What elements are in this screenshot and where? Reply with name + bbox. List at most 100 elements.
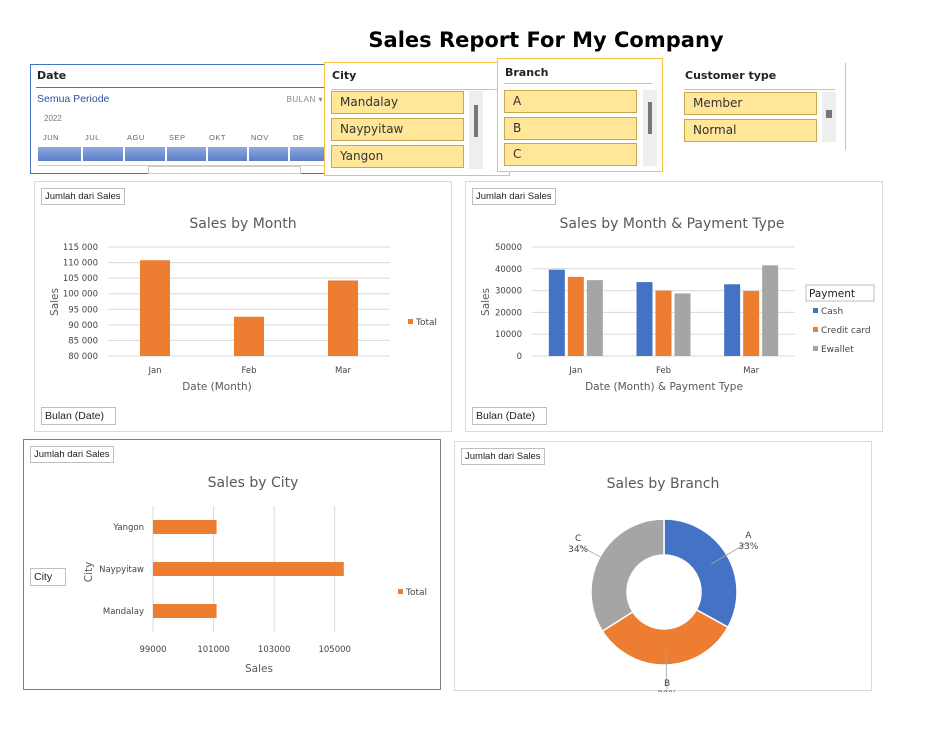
sales-by-month-chart[interactable]: Jumlah dari Sales Bulan (Date) Sales by …: [34, 181, 452, 432]
sales-by-city-plot: Sales by City Sales City Total 99000 1010…: [83, 475, 427, 675]
bar: [586, 280, 603, 356]
axis-field-button[interactable]: Bulan (Date): [41, 407, 116, 425]
leader-line: [665, 646, 668, 690]
x-axis-label: Date (Month): [182, 381, 252, 393]
leader-line: [711, 541, 749, 565]
x-tick-label: 101000: [197, 645, 229, 655]
pie-slice: [663, 518, 738, 629]
time-level-dropdown[interactable]: BULAN ▾: [287, 95, 323, 104]
y-tick-label: 115 000: [63, 243, 98, 253]
y-tick-label: 50000: [495, 243, 522, 253]
axis-field-button[interactable]: City: [30, 568, 66, 586]
date-timeline-slicer[interactable]: Date Semua Periode BULAN ▾ 2022 JUN JUL …: [30, 64, 336, 174]
bar: [762, 265, 779, 356]
timeline-month: JUN: [43, 133, 60, 142]
timeline-month: SEP: [169, 133, 186, 142]
x-tick-label: 103000: [258, 645, 290, 655]
slicer-item-normal[interactable]: Normal: [684, 119, 817, 142]
y-tick-label: Naypyitaw: [99, 565, 144, 575]
legend-swatch: [813, 346, 818, 351]
date-slicer-period: Semua Periode: [37, 93, 110, 105]
timeline-year: 2022: [44, 114, 62, 123]
y-tick-label: 10000: [495, 330, 522, 340]
date-slicer-header: Date: [37, 69, 67, 82]
data-label-category: A: [745, 531, 752, 541]
y-tick-label: 0: [517, 352, 522, 362]
y-tick-label: 105 000: [63, 274, 98, 284]
branch-slicer-header: Branch: [505, 66, 549, 79]
y-tick-label: 20000: [495, 308, 522, 318]
legend-label-total: Total: [405, 588, 427, 598]
y-tick-label: 80 000: [68, 352, 98, 362]
slicer-item-mandalay[interactable]: Mandalay: [331, 91, 464, 114]
customer-slicer-header: Customer type: [685, 69, 777, 82]
values-field-button[interactable]: Jumlah dari Sales: [472, 188, 556, 205]
x-tick-label: Jan: [147, 366, 161, 376]
time-level-label: BULAN: [286, 95, 316, 104]
customer-type-slicer[interactable]: Customer type Member Normal: [678, 63, 846, 150]
legend-swatch-total: [408, 319, 413, 324]
slicer-scrollbar[interactable]: [822, 92, 836, 142]
x-tick-label: 105000: [318, 645, 350, 655]
slicer-scrollbar[interactable]: [643, 90, 657, 166]
timeline-month: NOV: [251, 133, 269, 142]
x-tick-label: Mar: [335, 366, 352, 376]
y-tick-label: 30000: [495, 287, 522, 297]
legend-label-total: Total: [415, 318, 437, 328]
chart-title: Sales by Month: [189, 216, 296, 232]
bar: [674, 293, 691, 356]
data-label-category: B: [664, 679, 670, 689]
chart-title: Sales by Branch: [607, 476, 720, 492]
slicer-item-naypyitaw[interactable]: Naypyitaw: [331, 118, 464, 141]
slicer-scrollbar[interactable]: [469, 91, 483, 169]
axis-field-button[interactable]: Bulan (Date): [472, 407, 547, 425]
bar: [743, 291, 760, 356]
sales-by-payment-chart[interactable]: Jumlah dari Sales Bulan (Date) Sales by …: [465, 181, 883, 432]
timeline-scrollbar[interactable]: [38, 165, 331, 174]
values-field-button[interactable]: Jumlah dari Sales: [30, 446, 114, 463]
x-tick-label: 99000: [139, 645, 166, 655]
y-axis-label: Sales: [49, 288, 61, 316]
y-tick-label: 95 000: [68, 305, 98, 315]
bar: [328, 280, 358, 356]
bar: [567, 276, 584, 356]
bar: [234, 316, 264, 356]
legend-swatch: [813, 308, 818, 313]
slicer-item-member[interactable]: Member: [684, 92, 817, 115]
sales-by-city-chart[interactable]: Jumlah dari Sales City Sales by City Sal…: [23, 439, 441, 690]
y-axis-label: Sales: [480, 288, 492, 316]
branch-slicer[interactable]: Branch A B C: [497, 58, 663, 172]
timeline-month: OKT: [209, 133, 226, 142]
legend-label: Ewallet: [821, 345, 854, 355]
data-label-category: C: [575, 534, 581, 544]
pie-slice: [590, 518, 665, 633]
y-tick-label: Mandalay: [103, 607, 144, 617]
y-tick-label: 100 000: [63, 290, 98, 300]
scrollbar-thumb[interactable]: [148, 166, 301, 174]
sales-by-branch-chart[interactable]: Jumlah dari Sales Sales by Branch A33% B 3…: [454, 441, 872, 692]
slicer-item-yangon[interactable]: Yangon: [331, 145, 464, 168]
legend-title: Payment: [809, 288, 855, 300]
x-axis-label: Sales: [245, 663, 273, 675]
legend-title-box: [805, 284, 875, 302]
city-slicer-header: City: [332, 69, 357, 82]
timeline-month: AGU: [127, 133, 145, 142]
slicer-item-b[interactable]: B: [504, 117, 637, 140]
slicer-item-c[interactable]: C: [504, 143, 637, 166]
x-tick-label: Mar: [743, 366, 760, 376]
data-label-percent: 33%: [738, 542, 758, 552]
bar: [655, 290, 672, 356]
leader-line: [577, 544, 616, 566]
y-tick-label: Yangon: [112, 523, 144, 533]
timeline-selection-bar[interactable]: [38, 147, 331, 161]
values-field-button[interactable]: Jumlah dari Sales: [461, 448, 545, 465]
x-axis-label: Date (Month) & Payment Type: [585, 381, 743, 393]
city-slicer[interactable]: City Mandalay Naypyitaw Yangon: [324, 62, 510, 176]
slicer-item-a[interactable]: A: [504, 90, 637, 113]
data-label-percent: 34%: [568, 545, 588, 555]
sales-by-payment-plot: Sales by Month & Payment Type Date (Mont…: [480, 216, 875, 393]
timeline-month: JUL: [85, 133, 100, 142]
values-field-button[interactable]: Jumlah dari Sales: [41, 188, 125, 205]
sales-by-month-plot: Sales by Month Date (Month) Sales Total …: [49, 216, 437, 393]
x-tick-label: Feb: [656, 366, 671, 376]
